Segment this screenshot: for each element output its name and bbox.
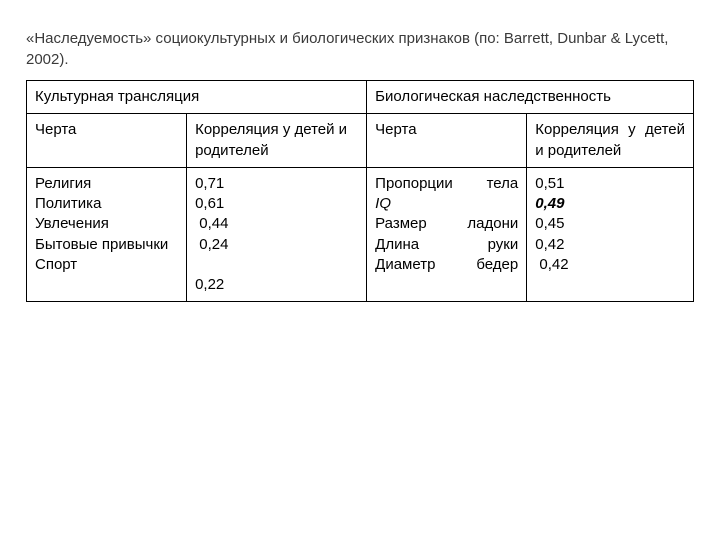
cell-biological-values: 0,510,490,450,42 0,42 <box>527 167 694 302</box>
group-header-biological: Биологическая наследственность <box>367 81 694 114</box>
value-item: 0,71 <box>195 174 358 194</box>
cell-biological-traits: Пропорции телаIQРазмер ладониДлина рукиД… <box>367 167 527 302</box>
value-item: 0,45 <box>535 214 685 234</box>
value-item: 0,42 <box>535 255 685 275</box>
table-row-sub-headers: Черта Корреляция у детей и родителей Чер… <box>27 114 694 168</box>
cell-cultural-traits: РелигияПолитикаУвлеченияБытовые привычки… <box>27 167 187 302</box>
trait-item: IQ <box>375 194 518 214</box>
subheader-trait-cultural: Черта <box>27 114 187 168</box>
trait-item: Увлечения <box>35 214 178 234</box>
heritability-table: Культурная трансляция Биологическая насл… <box>26 80 694 302</box>
trait-item: Диаметр бедер <box>375 255 518 275</box>
table-row-data: РелигияПолитикаУвлеченияБытовые привычки… <box>27 167 694 302</box>
cell-cultural-values: 0,710,61 0,44 0,24 0,22 <box>187 167 367 302</box>
subheader-trait-biological: Черта <box>367 114 527 168</box>
value-item <box>195 255 358 275</box>
table-row-group-headers: Культурная трансляция Биологическая насл… <box>27 81 694 114</box>
trait-item: Пропорции тела <box>375 174 518 194</box>
trait-item: Политика <box>35 194 178 214</box>
trait-item: Размер ладони <box>375 214 518 234</box>
trait-item: Длина руки <box>375 235 518 255</box>
trait-item: Бытовые привычки <box>35 235 178 255</box>
subheader-corr-biological: Корреляция у детей и родителей <box>527 114 694 168</box>
value-item: 0,61 <box>195 194 358 214</box>
value-item: 0,51 <box>535 174 685 194</box>
value-item: 0,49 <box>535 194 685 214</box>
trait-item: Спорт <box>35 255 178 275</box>
page-title: «Наследуемость» социокультурных и биолог… <box>26 28 694 70</box>
value-item: 0,42 <box>535 235 685 255</box>
trait-item: Религия <box>35 174 178 194</box>
group-header-cultural: Культурная трансляция <box>27 81 367 114</box>
value-item: 0,44 <box>195 214 358 234</box>
value-item: 0,24 <box>195 235 358 255</box>
value-item: 0,22 <box>195 275 358 295</box>
subheader-corr-cultural: Корреляция у детей и родителей <box>187 114 367 168</box>
